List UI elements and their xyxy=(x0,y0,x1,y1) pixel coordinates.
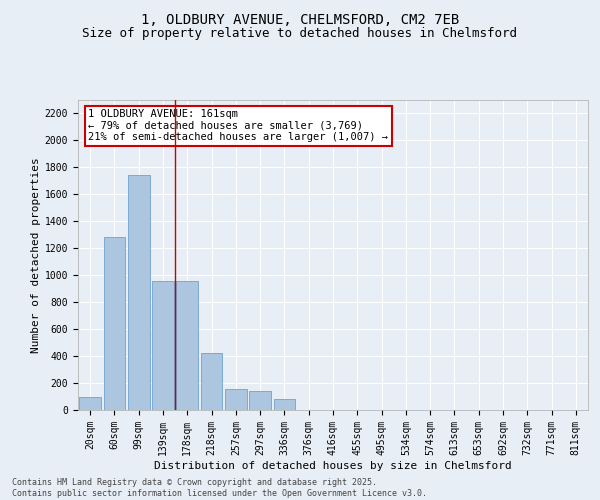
Bar xyxy=(104,238,125,410)
Bar xyxy=(274,399,295,410)
Text: Contains HM Land Registry data © Crown copyright and database right 2025.
Contai: Contains HM Land Registry data © Crown c… xyxy=(12,478,427,498)
Y-axis label: Number of detached properties: Number of detached properties xyxy=(31,157,41,353)
Bar xyxy=(249,391,271,410)
Text: 1 OLDBURY AVENUE: 161sqm
← 79% of detached houses are smaller (3,769)
21% of sem: 1 OLDBURY AVENUE: 161sqm ← 79% of detach… xyxy=(88,110,388,142)
Bar xyxy=(225,389,247,410)
Bar xyxy=(128,176,149,410)
Text: 1, OLDBURY AVENUE, CHELMSFORD, CM2 7EB: 1, OLDBURY AVENUE, CHELMSFORD, CM2 7EB xyxy=(141,12,459,26)
Bar xyxy=(152,280,174,410)
Bar xyxy=(200,354,223,410)
Text: Size of property relative to detached houses in Chelmsford: Size of property relative to detached ho… xyxy=(83,28,517,40)
Bar xyxy=(79,396,101,410)
Bar xyxy=(176,280,198,410)
X-axis label: Distribution of detached houses by size in Chelmsford: Distribution of detached houses by size … xyxy=(154,460,512,470)
